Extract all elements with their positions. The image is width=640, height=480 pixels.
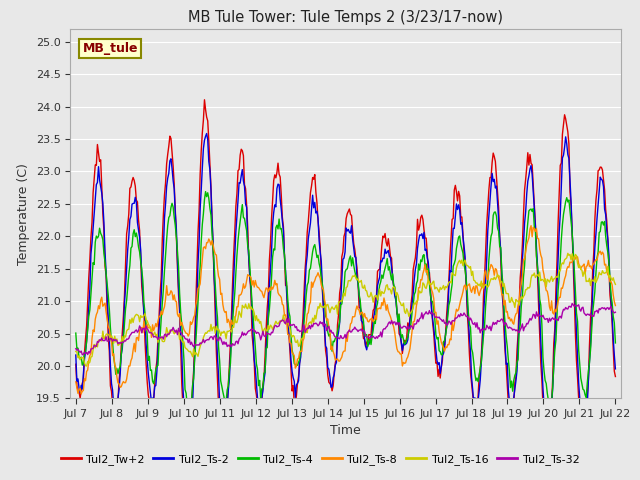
- Text: MB_tule: MB_tule: [83, 42, 138, 55]
- Legend: Tul2_Tw+2, Tul2_Ts-2, Tul2_Ts-4, Tul2_Ts-8, Tul2_Ts-16, Tul2_Ts-32: Tul2_Tw+2, Tul2_Ts-2, Tul2_Ts-4, Tul2_Ts…: [56, 450, 584, 469]
- Y-axis label: Temperature (C): Temperature (C): [17, 163, 30, 264]
- Title: MB Tule Tower: Tule Temps 2 (3/23/17-now): MB Tule Tower: Tule Temps 2 (3/23/17-now…: [188, 10, 503, 25]
- X-axis label: Time: Time: [330, 424, 361, 437]
